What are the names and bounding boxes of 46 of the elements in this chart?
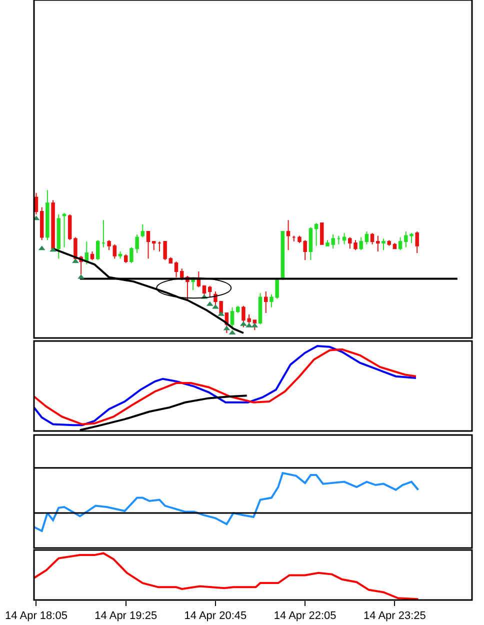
candlestick bbox=[286, 220, 290, 251]
candlestick bbox=[46, 190, 50, 241]
candlestick bbox=[236, 305, 240, 314]
candlestick bbox=[258, 292, 262, 325]
candlestick bbox=[208, 285, 212, 298]
candlestick bbox=[112, 244, 117, 260]
candlestick bbox=[118, 251, 122, 260]
candlestick bbox=[398, 236, 402, 251]
candlestick bbox=[336, 235, 341, 245]
candlestick bbox=[40, 206, 44, 241]
candlestick bbox=[107, 240, 111, 251]
candlestick bbox=[364, 231, 369, 245]
candlestick bbox=[320, 222, 324, 245]
candlestick bbox=[314, 222, 318, 246]
candlestick bbox=[359, 236, 363, 251]
candlestick bbox=[415, 231, 419, 254]
candlestick bbox=[96, 240, 100, 261]
x-tick-label: 14 Apr 18:05 bbox=[5, 610, 68, 622]
candlestick bbox=[68, 214, 72, 241]
candlestick bbox=[230, 306, 234, 328]
candlestick bbox=[56, 214, 61, 260]
candlestick bbox=[308, 226, 313, 261]
candlestick bbox=[382, 238, 386, 251]
candlestick bbox=[342, 232, 346, 245]
candlestick bbox=[168, 256, 173, 264]
candlestick bbox=[387, 240, 391, 246]
candlestick bbox=[264, 291, 268, 314]
x-tick-label: 14 Apr 20:45 bbox=[184, 610, 247, 622]
candlestick bbox=[163, 241, 167, 261]
candlestick bbox=[146, 231, 150, 260]
candlestick bbox=[84, 241, 89, 265]
x-tick-label: 14 Apr 23:25 bbox=[364, 610, 426, 622]
candlestick bbox=[370, 232, 374, 245]
candlestick bbox=[158, 241, 162, 252]
candlestick bbox=[376, 235, 380, 252]
candlestick bbox=[180, 268, 184, 281]
candlestick bbox=[62, 212, 66, 248]
candlestick bbox=[90, 251, 94, 261]
candlestick bbox=[124, 254, 128, 264]
candlestick bbox=[140, 224, 145, 238]
x-tick-label: 14 Apr 22:05 bbox=[274, 610, 336, 622]
candlestick bbox=[292, 235, 296, 242]
candlestick bbox=[102, 220, 106, 248]
candlestick bbox=[174, 261, 178, 278]
x-tick-label: 14 Apr 19:25 bbox=[94, 610, 158, 622]
candlestick bbox=[152, 241, 156, 251]
